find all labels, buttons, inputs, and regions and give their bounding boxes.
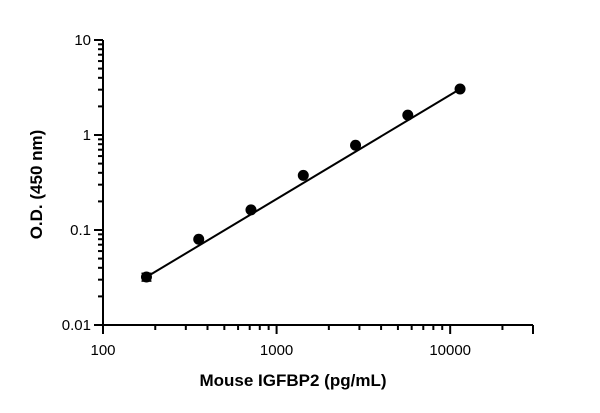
fit-line [145,88,461,278]
data-point [140,271,152,283]
data-points [140,83,466,283]
data-point [193,233,205,245]
y-tick-label: 1 [83,127,91,144]
y-axis-title: O.D. (450 nm) [27,130,46,240]
data-point [350,139,362,151]
x-tick-label: 1000 [260,342,293,359]
data-point [402,109,414,121]
y-tick-label: 0.1 [70,222,91,239]
x-axis-title: Mouse IGFBP2 (pg/mL) [200,371,387,390]
data-point [454,83,466,95]
fit-line-group [145,88,461,278]
x-tick-label: 100 [90,342,115,359]
axes [94,39,534,334]
x-tick-label: 10000 [429,342,471,359]
y-tick-label: 10 [74,32,91,49]
y-tick-label: 0.01 [62,317,91,334]
data-point [245,204,257,216]
axis-labels: 0.01 0.1 1 10 100 1000 10000 Mouse IGFBP2 (pg/m… [27,32,471,390]
data-point [297,169,309,181]
